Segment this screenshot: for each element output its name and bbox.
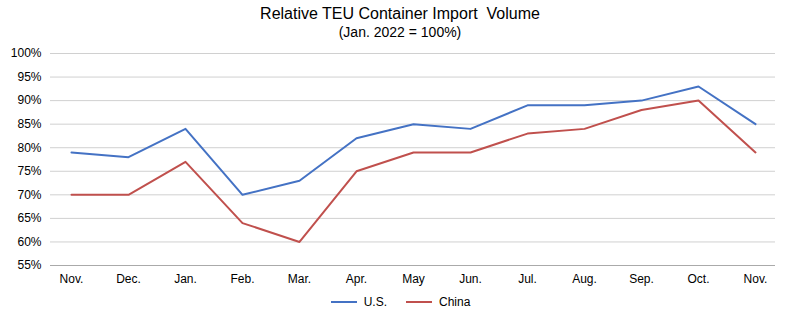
svg-text:Apr.: Apr. bbox=[346, 272, 367, 286]
svg-text:55%: 55% bbox=[17, 258, 41, 272]
svg-text:70%: 70% bbox=[17, 188, 41, 202]
svg-text:Nov.: Nov. bbox=[744, 272, 768, 286]
html-text:Relative TEU Container Import: Relative TEU Container Import Volume bbox=[260, 5, 540, 22]
svg-text:Jul.: Jul. bbox=[518, 272, 537, 286]
svg-text:Oct.: Oct. bbox=[687, 272, 709, 286]
svg-text:May: May bbox=[402, 272, 425, 286]
svg-text:Nov.: Nov. bbox=[60, 272, 84, 286]
svg-text:75%: 75% bbox=[17, 164, 41, 178]
svg-text:Jan.: Jan. bbox=[174, 272, 197, 286]
svg-text:90%: 90% bbox=[17, 93, 41, 107]
svg-text:Dec.: Dec. bbox=[116, 272, 141, 286]
svg-text:60%: 60% bbox=[17, 235, 41, 249]
svg-text:65%: 65% bbox=[17, 211, 41, 225]
html-text:China: China bbox=[439, 295, 471, 309]
svg-text:Feb.: Feb. bbox=[230, 272, 254, 286]
html-text:(Jan. 2022 = 100%): (Jan. 2022 = 100%) bbox=[338, 24, 462, 40]
svg-text:Mar.: Mar. bbox=[288, 272, 311, 286]
svg-text:Jun.: Jun. bbox=[459, 272, 482, 286]
svg-text:Aug.: Aug. bbox=[572, 272, 597, 286]
svg-text:85%: 85% bbox=[17, 117, 41, 131]
svg-text:Sep.: Sep. bbox=[629, 272, 654, 286]
svg-text:95%: 95% bbox=[17, 70, 41, 84]
svg-text:80%: 80% bbox=[17, 141, 41, 155]
html-text:U.S.: U.S. bbox=[363, 295, 387, 309]
svg-text:100%: 100% bbox=[11, 46, 42, 60]
